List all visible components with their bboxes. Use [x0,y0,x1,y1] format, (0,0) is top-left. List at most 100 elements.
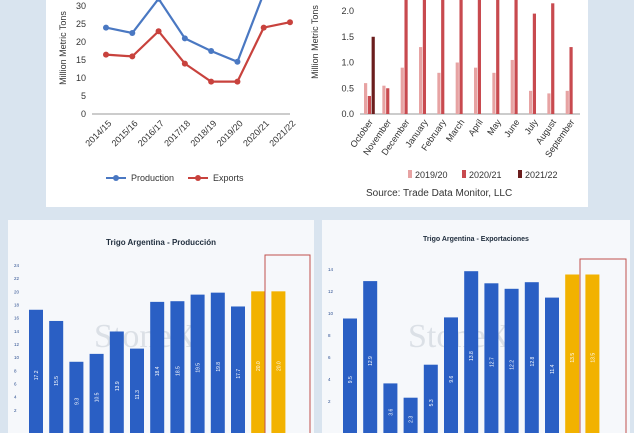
y-tick-label: 18 [14,303,20,308]
data-label: 12.9 [368,356,374,366]
data-point [260,24,267,31]
bar-2020-21 [459,0,463,115]
bar-2020-21 [496,0,500,114]
x-tick-label: 2018/19 [188,118,218,148]
top-charts-panel: 0 5 10 15 20 25 30 Million Metric Tons 2014/15 20… [46,0,588,207]
data-label: 17.2 [34,370,40,380]
x-tick-label: 2015/16 [110,118,140,148]
data-label: 13.8 [469,351,475,361]
y-tick-label: 6 [14,382,17,387]
x-tick-label: June [502,117,521,139]
x-tick-label: 2021/22 [267,118,297,148]
bar [89,353,104,433]
x-tick-label: 2016/17 [136,118,166,148]
highlight-box [264,254,311,433]
data-label: 13.5 [570,353,576,363]
y-tick-label: 4 [14,395,17,400]
highlight-bar [251,291,266,433]
data-point [208,48,215,54]
data-point [181,60,188,67]
legend-swatch [518,170,522,178]
bar-2020-21 [441,0,445,114]
series-line-exports [105,21,291,83]
bar-2019-20 [529,90,533,114]
highlight-bar [271,291,286,433]
production-chart-title: Trigo Argentina - Producción [106,238,216,247]
x-tick-label: 2020/21 [241,118,271,148]
exports-chart-title: Trigo Argentina - Exportaciones [423,236,529,243]
data-point [287,19,293,26]
data-label: 13.5 [590,353,596,363]
legend-label: Production [131,173,174,183]
bar-2019-20 [382,85,386,114]
bar-2019-20 [565,90,569,114]
y-tick-label: 14 [328,267,334,272]
y-tick-label: 25 [76,19,86,29]
y-tick-label: 10 [328,311,334,316]
data-point [155,0,162,2]
bar-2020-21 [551,3,555,115]
legend-label: Exports [213,173,244,183]
bar [383,383,398,433]
bar [524,282,539,433]
data-label: 17.7 [236,369,242,379]
data-label: 2.3 [409,416,415,423]
highlight-bar [565,274,580,433]
source-note: Source: Trade Data Monitor, LLC [366,188,513,199]
bar-2019-20 [364,83,368,114]
y-tick-label: 0.0 [341,109,354,119]
bar [130,348,144,433]
bar [29,309,43,433]
data-point [234,58,241,65]
y-tick-label: 12 [14,342,20,347]
bar-2019-20 [437,72,441,114]
bar-2020-21 [386,88,390,114]
data-label: 10.5 [95,392,101,402]
bar [363,281,378,433]
legend-label: 2020/21 [469,170,502,180]
y-tick-label: 1.0 [341,58,354,68]
bar [423,364,438,433]
y-axis-label: Million Metric Tons [58,11,68,85]
legend-label: 2021/22 [525,170,558,180]
y-tick-label: 6 [328,355,331,360]
bar [170,301,185,433]
data-label: 18.4 [155,366,161,376]
data-point [103,24,109,31]
bar [190,294,205,433]
exports-panel: Trigo Argentina - Exportaciones StoneX 2… [322,220,630,433]
bar [504,288,519,433]
highlight-bar [585,274,600,433]
y-tick-label: 5 [81,91,86,101]
y-tick-label: 8 [328,333,331,338]
y-axis-label: Million Metric Tons [310,5,320,79]
legend-swatch [408,170,412,178]
y-tick-label: 1.5 [341,32,354,42]
data-point [181,35,188,42]
data-label: 11.3 [135,390,141,400]
bar [210,292,225,433]
bar-2019-20 [419,47,423,114]
data-label: 3.6 [388,409,394,416]
data-label: 15.5 [54,376,60,386]
data-label: 13.9 [115,381,121,391]
data-label: 12.7 [489,357,495,367]
y-tick-label: 8 [14,368,17,373]
bar-2020-21 [404,0,408,114]
data-label: 12.8 [530,357,536,367]
bar [545,297,559,433]
legend-marker [195,175,201,181]
bar [484,283,499,433]
bar-2020-21 [367,95,371,114]
y-tick-label: 20 [14,289,20,294]
y-tick-label: 10 [76,73,86,83]
x-tick-label: 2019/20 [215,118,245,148]
bar-2020-21 [532,13,536,114]
bar [49,320,64,433]
y-tick-label: 2 [14,408,17,413]
data-label: 20.0 [276,361,282,371]
data-label: 19.5 [196,363,202,373]
bar-2019-20 [474,67,478,114]
x-tick-label: April [466,117,485,137]
